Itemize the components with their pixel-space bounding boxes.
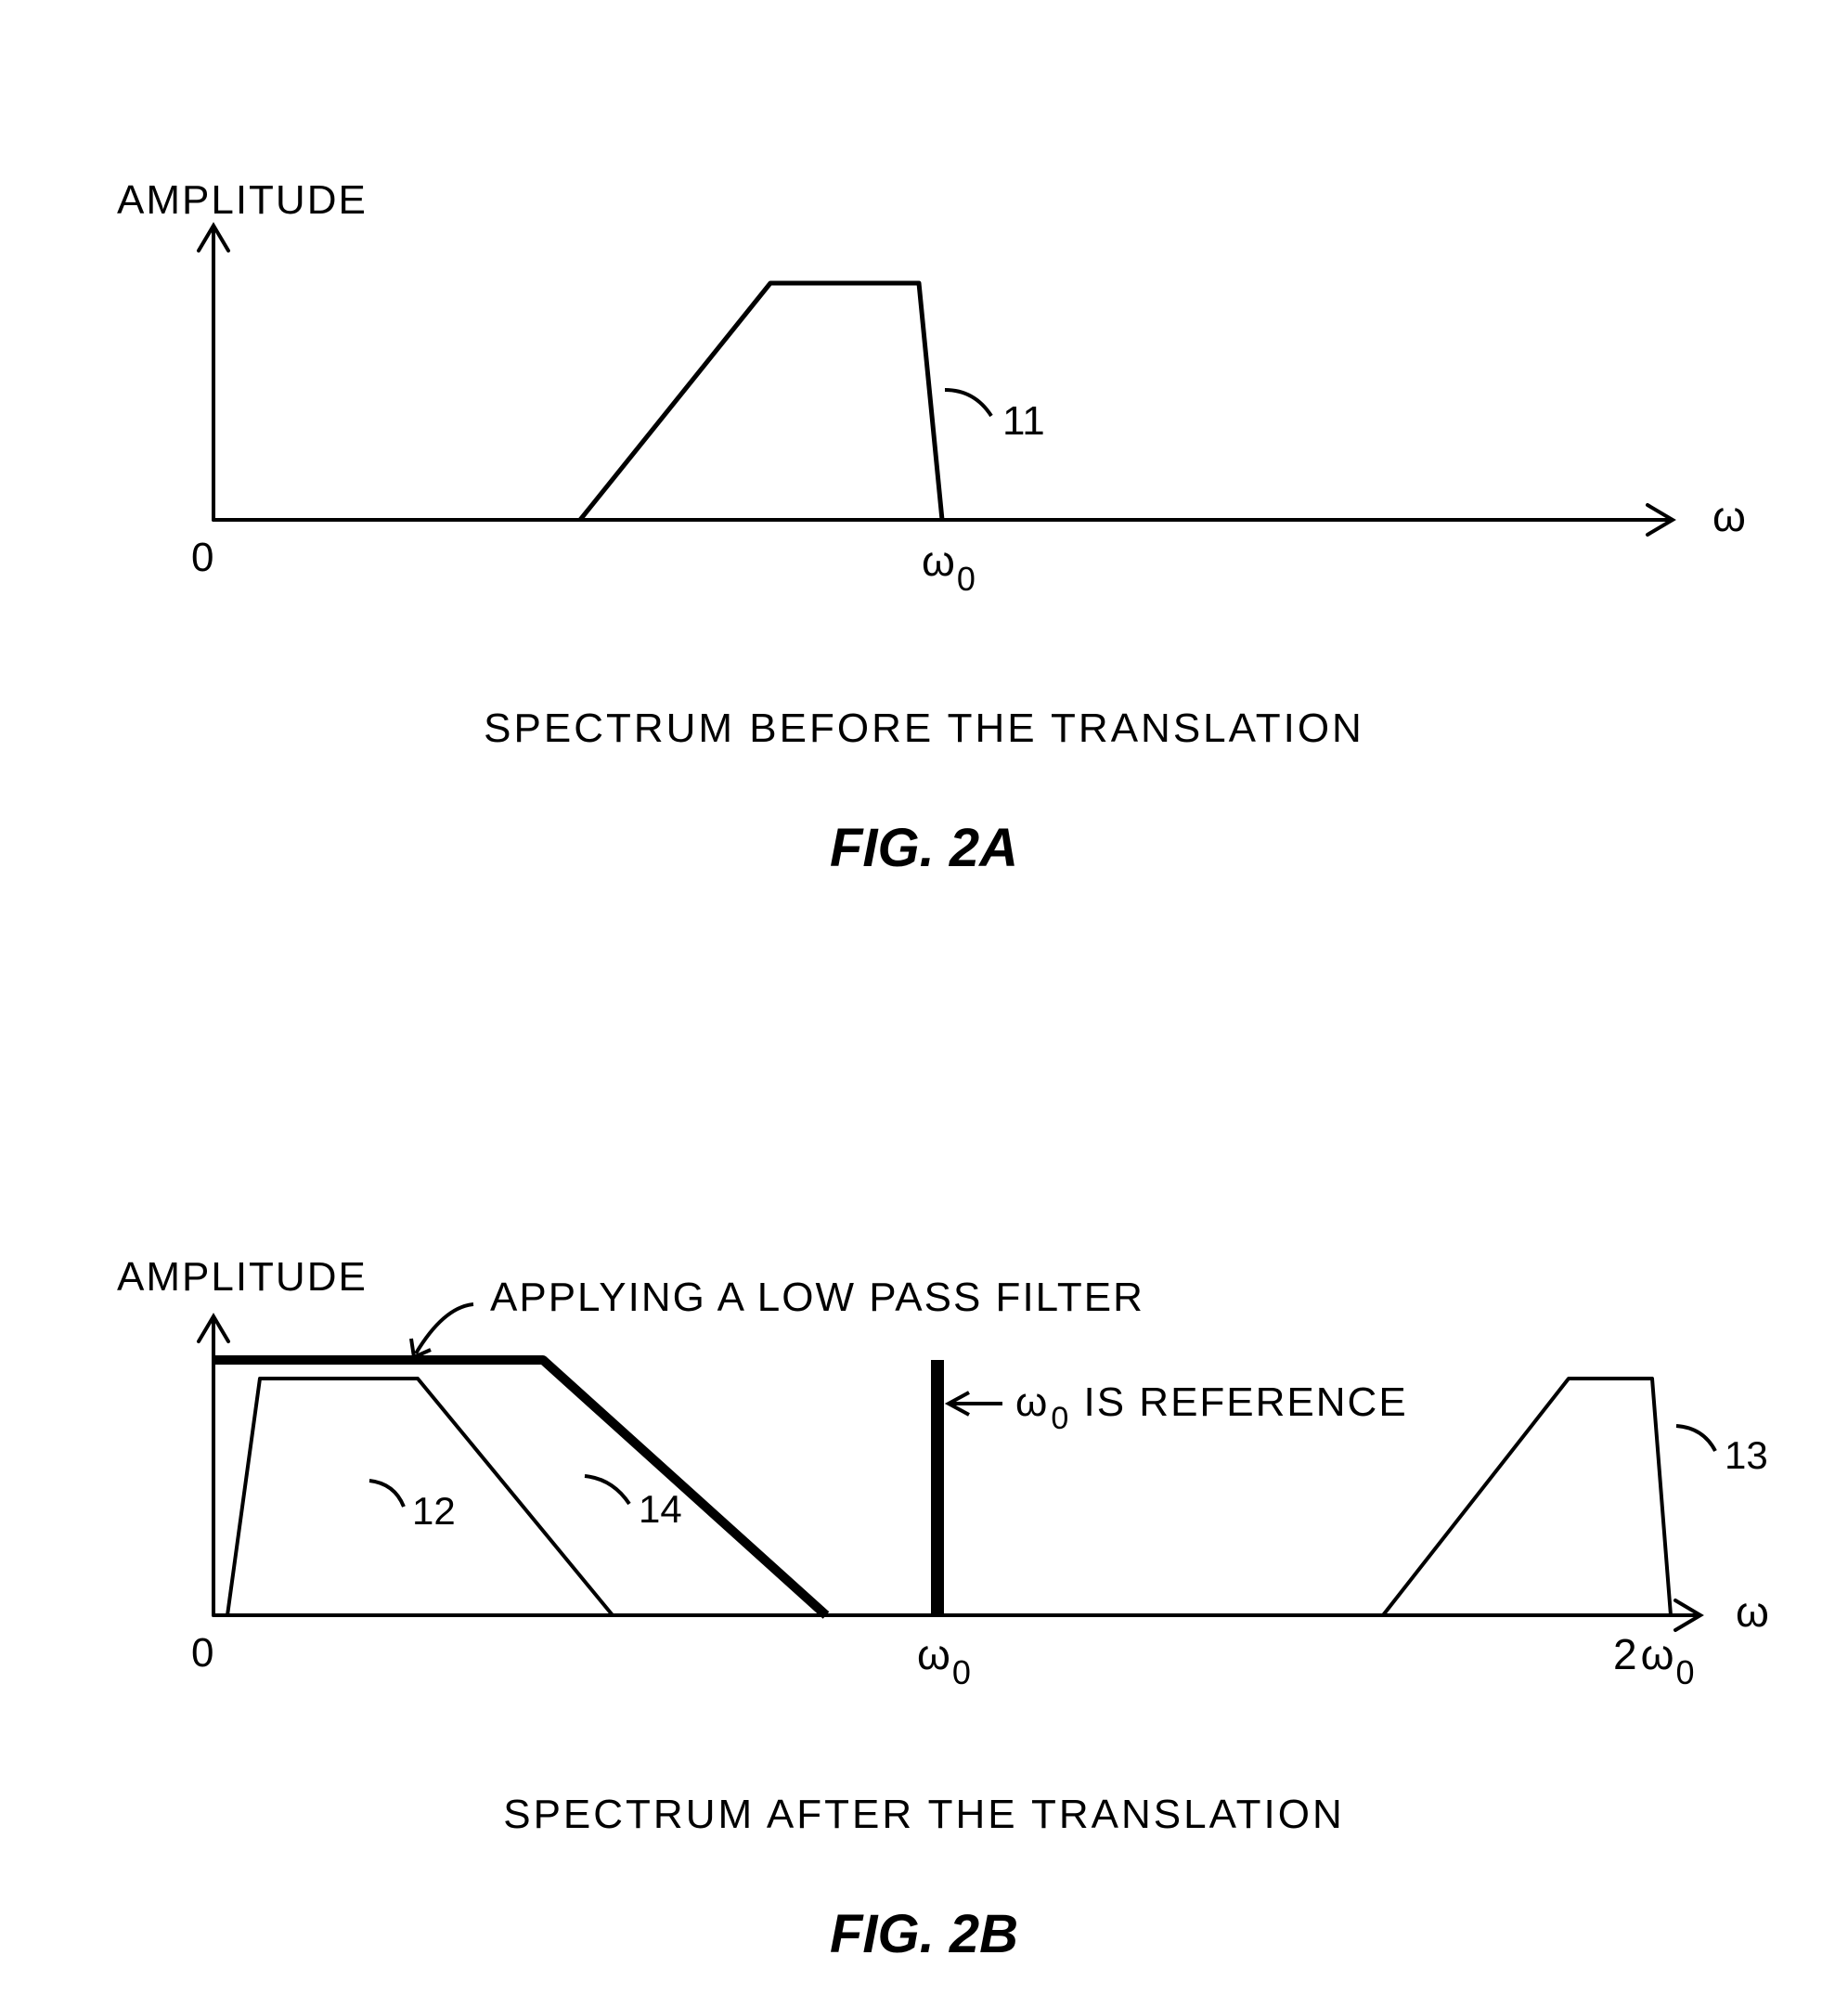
x-axis-end-label-2b: ω <box>1736 1587 1769 1636</box>
caption-2a: SPECTRUM BEFORE THE TRANSLATION <box>0 706 1848 752</box>
spectrum-11 <box>580 283 942 520</box>
callout-11 <box>945 390 991 416</box>
y-axis-label-2b: AMPLITUDE <box>117 1254 368 1300</box>
y-axis-label-2a: AMPLITUDE <box>117 177 368 223</box>
ref-13-label: 13 <box>1725 1433 1768 1477</box>
callout-12 <box>369 1481 404 1507</box>
fig-2a-svg: AMPLITUDE 0 ω0 ω 11 <box>0 121 1848 641</box>
caption-2b: SPECTRUM AFTER THE TRANSLATION <box>0 1792 1848 1838</box>
ref-12-label: 12 <box>412 1489 456 1533</box>
spectrum-13 <box>1383 1379 1671 1615</box>
callout-refline <box>949 1392 1002 1415</box>
panel-fig-2b: AMPLITUDE 0 ω0 2ω0 ω APPLYING A LOW PASS… <box>0 1198 1848 1722</box>
ref-14-label: 14 <box>639 1487 682 1531</box>
x-tick-omega0-2a: ω0 <box>922 537 976 598</box>
panel-fig-2a: AMPLITUDE 0 ω0 ω 11 <box>0 121 1848 645</box>
x-tick-2omega0-2b: 2ω0 <box>1613 1630 1695 1691</box>
ref-11-label: 11 <box>1002 398 1045 444</box>
origin-label-2a: 0 <box>191 535 213 580</box>
filter-label: APPLYING A LOW PASS FILTER <box>490 1275 1144 1320</box>
callout-14 <box>585 1476 629 1504</box>
fig-2b-svg: AMPLITUDE 0 ω0 2ω0 ω APPLYING A LOW PASS… <box>0 1198 1848 1717</box>
fig-label-2a-text: FIG. 2A <box>830 818 1018 878</box>
caption-2a-text: SPECTRUM BEFORE THE TRANSLATION <box>484 706 1364 751</box>
fig-label-2a: FIG. 2A <box>0 817 1848 879</box>
x-axis-end-label-2a: ω <box>1712 492 1746 540</box>
callout-filter <box>411 1304 473 1357</box>
fig-label-2b-text: FIG. 2B <box>830 1904 1018 1964</box>
callout-13 <box>1676 1426 1715 1451</box>
filter-14 <box>215 1360 826 1615</box>
x-tick-omega0-2b: ω0 <box>917 1630 971 1691</box>
axes-2a <box>199 226 1673 535</box>
caption-2b-text: SPECTRUM AFTER THE TRANSLATION <box>503 1792 1345 1837</box>
refline-label: ω0 IS REFERENCE <box>1015 1379 1408 1436</box>
origin-label-2b: 0 <box>191 1630 213 1676</box>
fig-label-2b: FIG. 2B <box>0 1903 1848 1965</box>
